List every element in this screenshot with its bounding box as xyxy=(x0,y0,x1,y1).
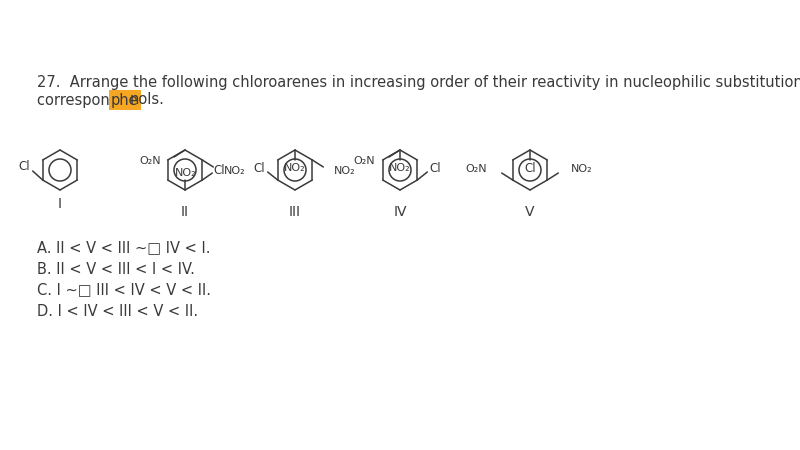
Text: A. II < V < III ∼□ IV < I.: A. II < V < III ∼□ IV < I. xyxy=(37,240,210,256)
Text: II: II xyxy=(181,205,189,219)
Text: B. II < V < III < I < IV.: B. II < V < III < I < IV. xyxy=(37,261,195,276)
Text: 27.  Arrange the following chloroarenes in increasing order of their reactivity : 27. Arrange the following chloroarenes i… xyxy=(37,75,800,90)
Text: D. I < IV < III < V < II.: D. I < IV < III < V < II. xyxy=(37,303,198,319)
Text: I: I xyxy=(58,197,62,211)
Text: V: V xyxy=(526,205,534,219)
Text: NO₂: NO₂ xyxy=(389,163,411,173)
Text: C. I ∼□ III < IV < V < II.: C. I ∼□ III < IV < V < II. xyxy=(37,283,211,297)
Text: NO₂: NO₂ xyxy=(175,168,197,178)
Text: O₂N: O₂N xyxy=(139,156,161,166)
Text: Cl: Cl xyxy=(430,162,441,175)
Text: phe: phe xyxy=(111,93,138,108)
Text: Cl: Cl xyxy=(254,162,266,175)
Text: III: III xyxy=(289,205,301,219)
Text: O₂N: O₂N xyxy=(465,164,486,174)
Text: Cl: Cl xyxy=(214,163,225,176)
Text: NO₂: NO₂ xyxy=(224,166,246,176)
Text: corresponding: corresponding xyxy=(37,93,146,108)
Text: NO₂: NO₂ xyxy=(571,164,593,174)
Text: O₂N: O₂N xyxy=(354,156,375,166)
Text: IV: IV xyxy=(394,205,406,219)
Text: Cl: Cl xyxy=(524,162,536,175)
Text: NO₂: NO₂ xyxy=(334,166,356,176)
Text: Cl: Cl xyxy=(19,161,30,174)
Text: NO₂: NO₂ xyxy=(284,163,306,173)
Text: nols.: nols. xyxy=(130,93,165,108)
